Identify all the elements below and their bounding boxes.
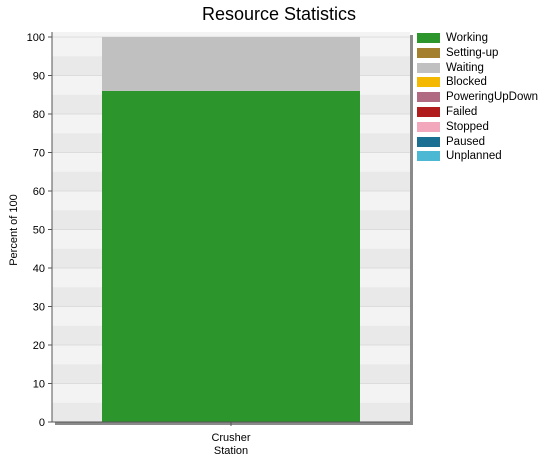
legend-label: Stopped [446, 120, 489, 133]
legend-swatch [417, 106, 440, 117]
x-tick-label: Crusher [211, 432, 250, 444]
legend-swatch [417, 151, 440, 162]
y-tick-label: 20 [33, 340, 45, 352]
legend-swatch [417, 47, 440, 58]
legend-swatch [417, 136, 440, 147]
y-tick-label: 0 [39, 417, 45, 429]
legend-label: Waiting [446, 61, 484, 74]
legend-swatch [417, 92, 440, 103]
legend-swatch [417, 33, 440, 43]
y-tick-label: 40 [33, 263, 45, 275]
legend-swatch [417, 62, 440, 73]
y-tick-label: 50 [33, 225, 45, 237]
legend-label: PoweringUpDown [446, 91, 539, 104]
y-tick-label: 90 [33, 71, 45, 83]
plot-band [52, 32, 410, 37]
legend-label: Working [446, 32, 488, 44]
y-tick-label: 30 [33, 302, 45, 314]
y-tick-label: 60 [33, 186, 45, 198]
chart-title: Resource Statistics [201, 4, 357, 24]
bar-segment-working [102, 90, 360, 423]
legend-swatch [417, 121, 440, 132]
y-tick-label: 70 [33, 148, 45, 160]
y-axis-title: Percent of 100 [8, 194, 20, 266]
legend-swatch [417, 77, 440, 88]
bar-segment-waiting [102, 37, 360, 91]
y-tick-labels: 0 10 20 30 40 50 60 70 80 90 100 [27, 32, 52, 429]
legend-label: Failed [446, 105, 478, 118]
bars [102, 37, 360, 423]
legend-label: Blocked [446, 76, 487, 89]
y-tick-label: 80 [33, 109, 45, 121]
x-tick-label: Station [214, 445, 248, 457]
y-tick-label: 10 [33, 379, 45, 391]
legend-label: Paused [446, 135, 486, 148]
legend-label: Setting-up [446, 46, 499, 59]
y-tick-label: 100 [27, 32, 45, 44]
legend-label: Unplanned [446, 150, 502, 163]
